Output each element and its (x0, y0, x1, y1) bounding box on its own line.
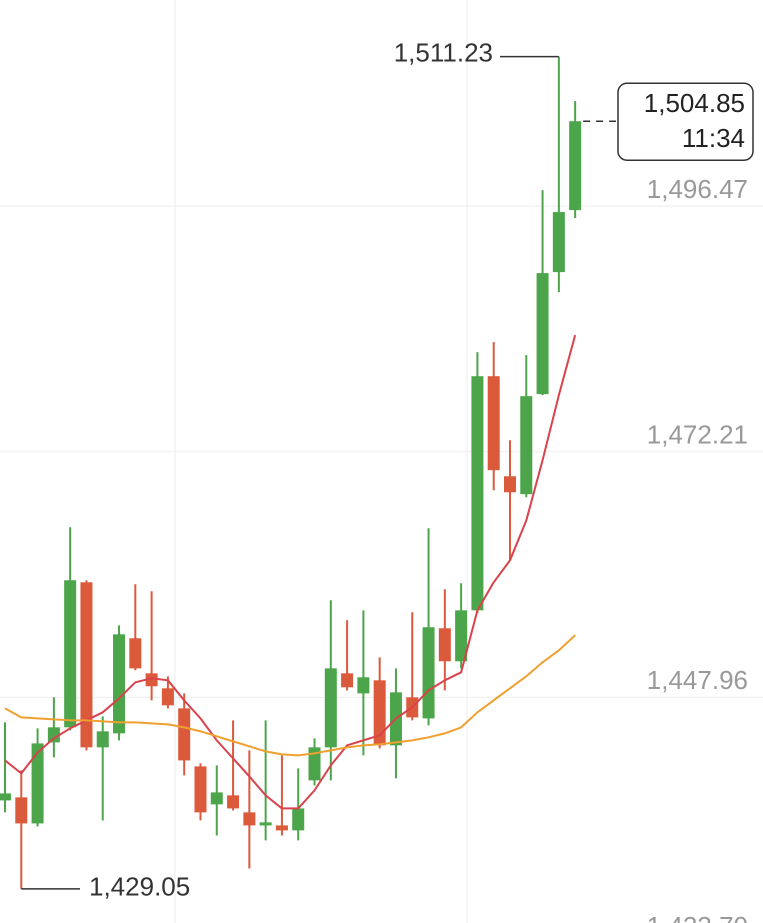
last-price-time: 11:34 (682, 123, 745, 153)
y-tick-label: 1,472.21 (647, 420, 748, 450)
candle-body (341, 673, 354, 688)
candle-body (373, 680, 386, 746)
candle-body (275, 825, 288, 831)
candle-body (31, 743, 44, 824)
plot (0, 56, 582, 889)
candle-body (145, 673, 158, 687)
low-label: 1,429.05 (89, 872, 190, 902)
candle-body (129, 638, 142, 669)
grid: 1,496.47 1,472.21 1,447.96 1,423.70 (0, 174, 763, 923)
candle-body (227, 795, 240, 809)
candle-body (161, 688, 174, 706)
candle-body (455, 610, 468, 662)
annotations: 1,511.23 1,429.05 1,504.85 11:34 (21, 37, 754, 902)
candle-body (0, 793, 11, 801)
last-price-box (617, 82, 754, 161)
candle-body (178, 708, 191, 761)
candle-body (536, 273, 549, 395)
candle-body (552, 212, 565, 273)
candle-body (422, 627, 435, 719)
candle-body (194, 766, 207, 813)
candle-body (471, 376, 484, 611)
y-tick-label: 1,447.96 (647, 665, 748, 695)
candle-body (259, 822, 272, 826)
candle-body (113, 634, 126, 734)
candle-body (64, 580, 77, 728)
candle-body (520, 396, 533, 495)
candle-body (487, 376, 500, 471)
y-tick-label: 1,423.70 (647, 911, 748, 923)
candle-body (308, 747, 321, 781)
candle-body (210, 792, 223, 805)
y-tick-label: 1,496.47 (647, 174, 748, 204)
candle-body (15, 797, 28, 824)
candle-body (569, 121, 582, 211)
candle-body (357, 677, 370, 694)
moving-average (4, 334, 577, 810)
candle-body (243, 812, 256, 826)
candle-body (324, 668, 337, 748)
candle-body (292, 808, 305, 831)
candle-body (96, 731, 109, 748)
last-price-label: 1,504.85 (644, 88, 745, 118)
moving-average (4, 634, 576, 757)
candle-body (503, 476, 516, 493)
candle-body (438, 628, 451, 662)
high-label: 1,511.23 (394, 37, 493, 67)
candle-body (80, 582, 93, 748)
candle-body (47, 727, 60, 743)
